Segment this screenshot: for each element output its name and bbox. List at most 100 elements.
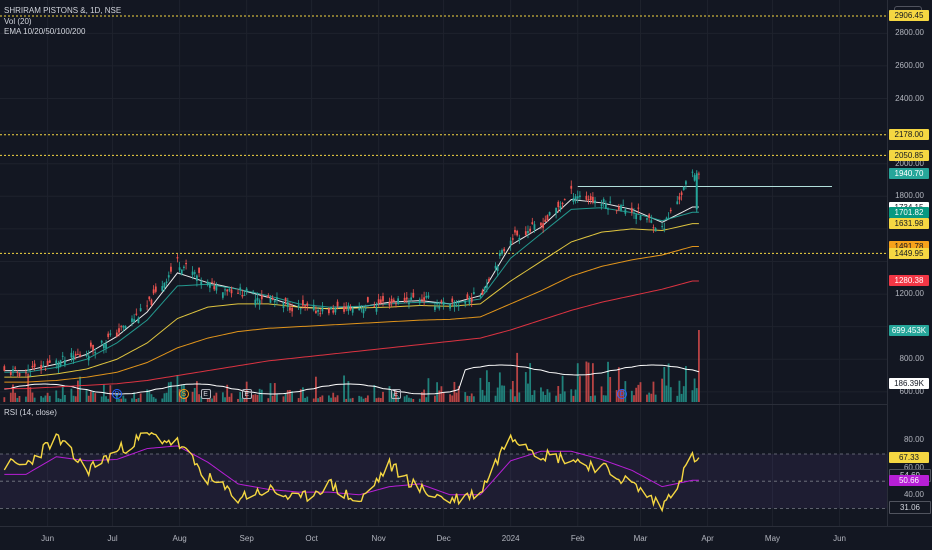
candle-body (669, 209, 672, 212)
volume-bar (542, 391, 545, 402)
candle-body (70, 352, 73, 358)
volume-bars (3, 330, 700, 402)
candle-body (206, 281, 209, 286)
volume-bar (449, 394, 451, 402)
volume-bar (594, 395, 596, 402)
candle-body (57, 363, 60, 369)
dividend-marker[interactable]: D (111, 389, 122, 399)
time-axis-label: Mar (633, 534, 648, 543)
volume-bar (286, 390, 289, 402)
volume-bar (408, 397, 410, 402)
volume-bar (602, 395, 605, 402)
candle-body (31, 365, 34, 368)
volume-bar (617, 367, 620, 402)
time-axis-label: Dec (436, 534, 451, 543)
volume-bar (661, 378, 664, 402)
rsi-legend[interactable]: RSI (14, close) (4, 408, 57, 417)
volume-bar (16, 397, 19, 402)
volume-bar (362, 398, 365, 402)
volume-bar (453, 381, 456, 402)
time-axis-label: Oct (305, 534, 318, 543)
volume-bar (137, 398, 140, 402)
volume-bar (358, 395, 361, 402)
candle-body (488, 278, 490, 282)
volume-bar (678, 380, 681, 402)
volume-bar (165, 392, 168, 402)
volume-bar (167, 382, 170, 402)
volume-legend[interactable]: Vol (20) (4, 17, 32, 26)
volume-bar (122, 395, 125, 402)
candle-body (617, 206, 620, 210)
candle-body (74, 353, 77, 356)
volume-bar (154, 398, 157, 402)
candle-body (602, 199, 605, 203)
volume-bar (392, 393, 395, 402)
candle-body (412, 292, 415, 298)
volume-bar (302, 387, 304, 402)
candle-body (544, 219, 547, 222)
time-axis-label: Jun (41, 534, 55, 543)
volume-bar (87, 395, 90, 402)
volume-bar (470, 393, 473, 402)
candle-body (427, 295, 430, 298)
split-marker[interactable]: S (178, 389, 189, 399)
candle-body (576, 196, 579, 199)
candle-body (321, 307, 324, 312)
candle-body (388, 301, 391, 306)
volume-bar (215, 392, 218, 402)
earnings-marker[interactable]: E (200, 389, 211, 399)
volume-bar (269, 383, 272, 402)
volume-bar (327, 395, 330, 402)
candle-body (682, 186, 685, 191)
price-badge: 1449.95 (889, 247, 929, 259)
candle-body (693, 175, 696, 181)
candle-body (161, 286, 164, 291)
candle-body (440, 300, 443, 302)
candle-body (79, 354, 81, 357)
volume-bar (211, 398, 213, 402)
earnings-marker[interactable]: E (241, 389, 252, 399)
candle-body (46, 360, 49, 366)
volume-bar (44, 395, 47, 402)
volume-bar (150, 394, 153, 402)
volume-bar (289, 389, 291, 402)
volume-bar (533, 390, 536, 402)
rsi-axis-label: 60.00 (903, 462, 924, 472)
volume-bar (70, 388, 73, 402)
candle-body (105, 343, 107, 349)
candle-body (72, 355, 75, 361)
candle-body (646, 218, 648, 220)
volume-bar (306, 396, 309, 402)
price-badge: 1631.98 (889, 218, 929, 230)
volume-bar (221, 392, 224, 402)
candle-body (178, 267, 181, 271)
candle-body (154, 286, 157, 292)
candle-body (133, 319, 136, 323)
candle-body (165, 281, 168, 283)
rsi-axis-label: 80.00 (903, 435, 924, 445)
candle-body (152, 289, 155, 294)
volume-bar (252, 394, 255, 402)
volume-bar (343, 375, 345, 402)
candle-body (438, 306, 441, 309)
candle-body (622, 204, 625, 206)
volume-bar (427, 378, 430, 402)
candle-body (254, 299, 257, 306)
symbol-legend[interactable]: SHRIRAM PISTONS &, 1D, NSE (4, 6, 122, 15)
volume-bar (375, 398, 378, 402)
volume-bar (650, 393, 653, 402)
dividend-marker[interactable]: D (617, 389, 628, 399)
volume-bar (604, 395, 607, 402)
ema-legend[interactable]: EMA 10/20/50/100/200 (4, 27, 86, 36)
volume-bar (213, 395, 216, 402)
volume-bar (321, 395, 324, 402)
candle-body (410, 297, 413, 300)
volume-bar (579, 376, 581, 402)
volume-bar (107, 398, 110, 402)
candle-body (405, 297, 408, 300)
volume-bar (118, 398, 120, 402)
earnings-marker[interactable]: E (390, 389, 401, 399)
candle-body (379, 299, 382, 304)
price-badge: 2050.85 (889, 149, 929, 161)
